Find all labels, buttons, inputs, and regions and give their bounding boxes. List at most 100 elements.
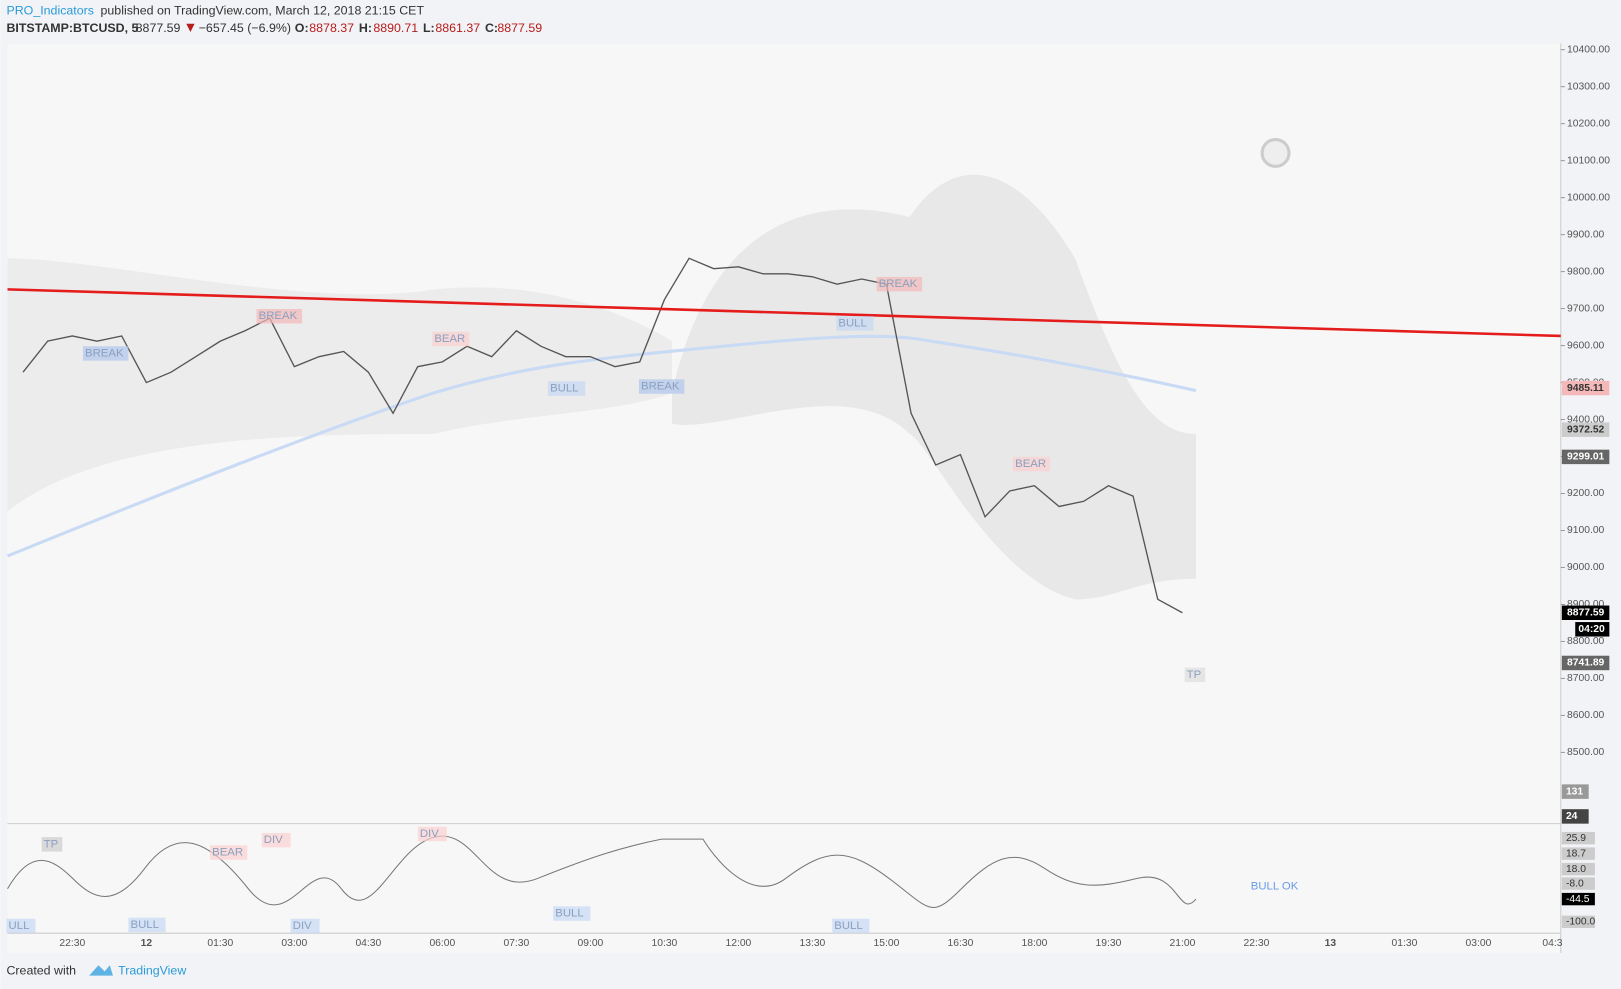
price-label: 9372.52 [1567, 424, 1605, 435]
annotation: DIV [264, 834, 283, 846]
x-tick-label: 13 [1325, 938, 1337, 949]
bollinger-band [7, 258, 673, 512]
oscillator-label-box [1561, 862, 1595, 876]
x-tick-label: 12 [141, 938, 153, 949]
price-label: 9485.11 [1567, 383, 1604, 394]
x-tick-label: 09:00 [577, 938, 603, 949]
x-tick-label: 04:3 [1542, 938, 1562, 949]
annotation-box [256, 308, 303, 324]
annotation: BEAR [1015, 458, 1046, 470]
author[interactable]: PRO_Indicators [6, 4, 93, 18]
y-tick-label: 9900.00 [1567, 229, 1605, 240]
oscillator-label: 18.0 [1566, 864, 1586, 875]
down-arrow [186, 23, 195, 33]
published: published on TradingView.com, March 12, … [101, 4, 425, 18]
annotation: BULL [130, 919, 158, 931]
annotation-box [417, 826, 447, 842]
annotation: BREAK [85, 347, 124, 359]
open-label: O: [295, 21, 309, 35]
oscillator-label: -100.0 [1566, 917, 1596, 928]
volume-label-box [1561, 784, 1589, 799]
price-label: 9299.01 [1567, 452, 1605, 463]
price-label-box [1561, 655, 1610, 671]
y-tick-label: 8900.00 [1567, 599, 1605, 610]
annotation-box [6, 918, 36, 934]
annotation: DIV [420, 828, 439, 840]
oscillator-label-box [1561, 831, 1595, 845]
annotation: TP [1187, 669, 1202, 681]
y-tick-label: 9000.00 [1567, 562, 1605, 573]
bollinger-band [672, 174, 1196, 600]
price-label-box [1561, 422, 1610, 437]
x-tick-label: 07:30 [503, 938, 529, 949]
tradingview-link[interactable]: TradingView [118, 964, 186, 978]
open: 8878.37 [309, 21, 354, 35]
oscillator-label-box [1561, 915, 1595, 929]
annotation-box [553, 906, 591, 921]
price-label-box [1561, 380, 1610, 396]
annotation: BREAK [641, 381, 680, 393]
created-with: Created with [6, 964, 76, 978]
annotation: BEAR [434, 333, 465, 345]
annotation: BREAK [259, 310, 298, 322]
plot-area [7, 43, 1561, 953]
x-tick-label: 10:30 [651, 938, 677, 949]
annotation: BULL [550, 383, 578, 395]
change: −657.45 (−6.9%) [199, 21, 291, 35]
annotation: TP [44, 838, 59, 850]
y-tick-label: 10400.00 [1567, 44, 1610, 55]
countdown-box [1575, 622, 1610, 637]
annotation-box [836, 316, 874, 331]
chart-content: 8500.00 8600.00 8700.00 8800.00 8900.00 9000.… [6, 44, 1610, 949]
annotation-box [876, 276, 923, 292]
x-tick-label: 22:30 [1243, 938, 1269, 949]
annotation: BEAR [212, 847, 243, 859]
x-tick-label: 22:30 [59, 938, 85, 949]
annotation-box [548, 381, 586, 396]
annotation-box [1184, 667, 1206, 683]
annotation: ULL [9, 920, 30, 932]
x-tick-label: 03:00 [1466, 938, 1492, 949]
annotation: BREAK [879, 278, 918, 290]
oscillator-label-box [1561, 877, 1595, 890]
price-label-box [1561, 605, 1610, 620]
annotation: BULL [834, 920, 862, 932]
low-label: L: [423, 21, 435, 35]
annotation-box [638, 379, 685, 394]
trend-line [7, 288, 1561, 338]
x-tick-label: 01:30 [207, 938, 233, 949]
countdown: 04:20 [1578, 624, 1605, 635]
tradingview-logo[interactable] [89, 965, 113, 976]
close: 8877.59 [497, 21, 542, 35]
y-tick-label: 9600.00 [1567, 340, 1605, 351]
low: 8861.37 [435, 21, 480, 35]
annotation-box [1013, 456, 1051, 472]
y-tick-label: 9800.00 [1567, 266, 1605, 277]
x-tick-label: 01:30 [1392, 938, 1418, 949]
oscillator-label: 18.7 [1566, 848, 1586, 859]
y-tick-label: 8500.00 [1567, 747, 1605, 758]
oscillator-label: -44.5 [1566, 894, 1590, 905]
annotation-box [261, 832, 291, 848]
oscillator-label: -8.0 [1566, 878, 1584, 889]
y-tick-label: 8600.00 [1567, 710, 1605, 721]
x-tick-label: 12:00 [725, 938, 751, 949]
volume-label: 131 [1566, 786, 1583, 797]
price-line [22, 257, 1183, 614]
annotation: BULL [838, 317, 866, 329]
annotation: BULL [555, 908, 583, 920]
volume-label-box [1561, 809, 1589, 824]
moving-average [6, 334, 1197, 558]
volume-label: 24 [1566, 811, 1578, 822]
x-tick-label: 16:30 [947, 938, 973, 949]
annotation-box [432, 331, 470, 347]
last-price: 8877.59 [136, 21, 181, 35]
clock-icon[interactable] [1260, 137, 1291, 168]
annotation-box [41, 837, 63, 852]
x-tick-label: 03:00 [281, 938, 307, 949]
price-label: 8877.59 [1567, 607, 1605, 618]
x-tick-label: 18:00 [1021, 938, 1047, 949]
y-tick-label: 9100.00 [1567, 525, 1605, 536]
